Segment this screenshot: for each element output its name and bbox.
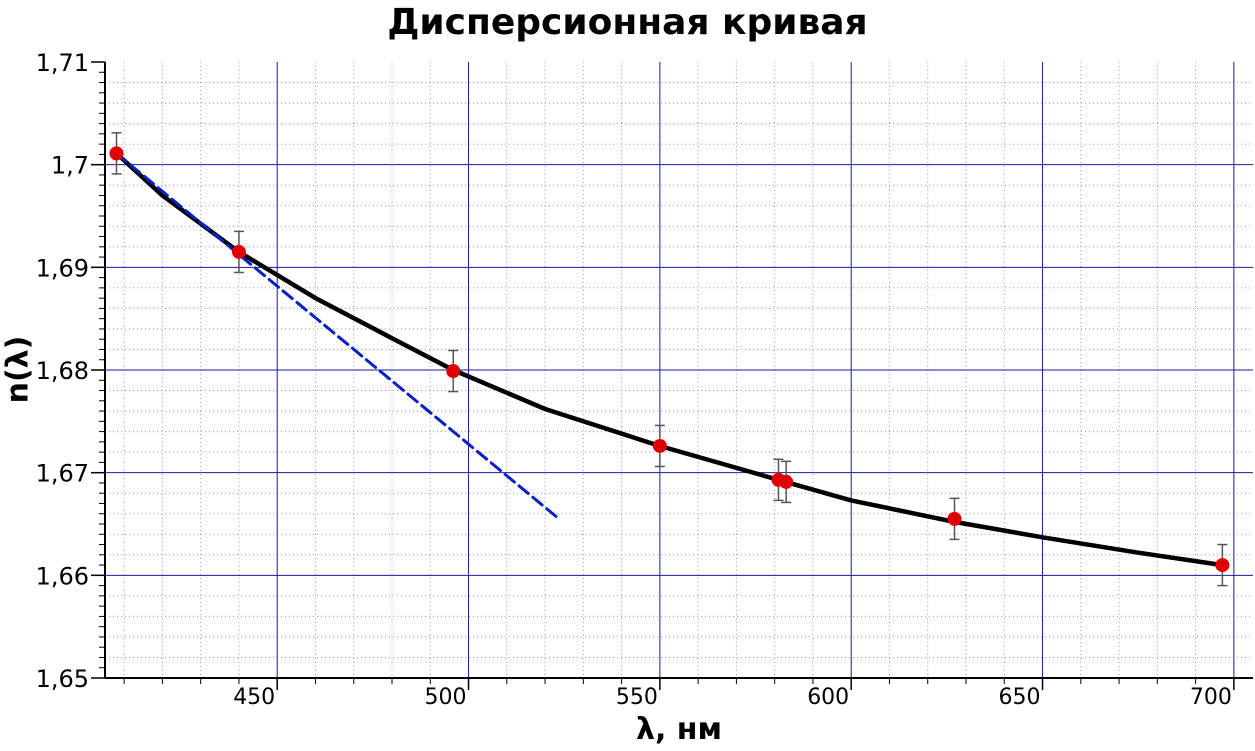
y-tick-label: 1,69 [36,254,89,282]
y-tick-label: 1,7 [51,152,89,180]
axis-ticks: 450 500 550 600 650 700 1,65 1,66 1,67 1,68 1,69 1,… [36,49,1235,710]
x-tick-label: 500 [425,685,467,710]
data-point [947,511,962,526]
y-tick-label: 1,65 [36,665,89,693]
y-tick-label: 1,67 [36,460,89,488]
x-tick-label: 650 [999,685,1041,710]
x-axis-label: λ, нм [635,712,723,747]
y-tick-label: 1,68 [36,357,89,385]
y-tick-label: 1,71 [36,49,89,77]
major-grid [105,62,1253,678]
data-point [231,244,246,259]
series-layer [109,132,1230,587]
fit-curve-line [114,151,1225,568]
data-point [652,438,667,453]
y-tick-label: 1,66 [36,562,89,590]
data-point [446,364,461,379]
chart-title: Дисперсионная кривая [387,2,868,43]
x-tick-label: 550 [616,685,658,710]
data-point [1215,558,1230,573]
x-tick-label: 600 [807,685,849,710]
y-axis-label: n(λ) [0,335,36,404]
data-point [779,474,794,489]
data-point [109,146,124,161]
x-tick-label: 700 [1190,685,1232,710]
x-tick-label: 450 [233,685,275,710]
tangent-dashed-line [115,151,558,519]
